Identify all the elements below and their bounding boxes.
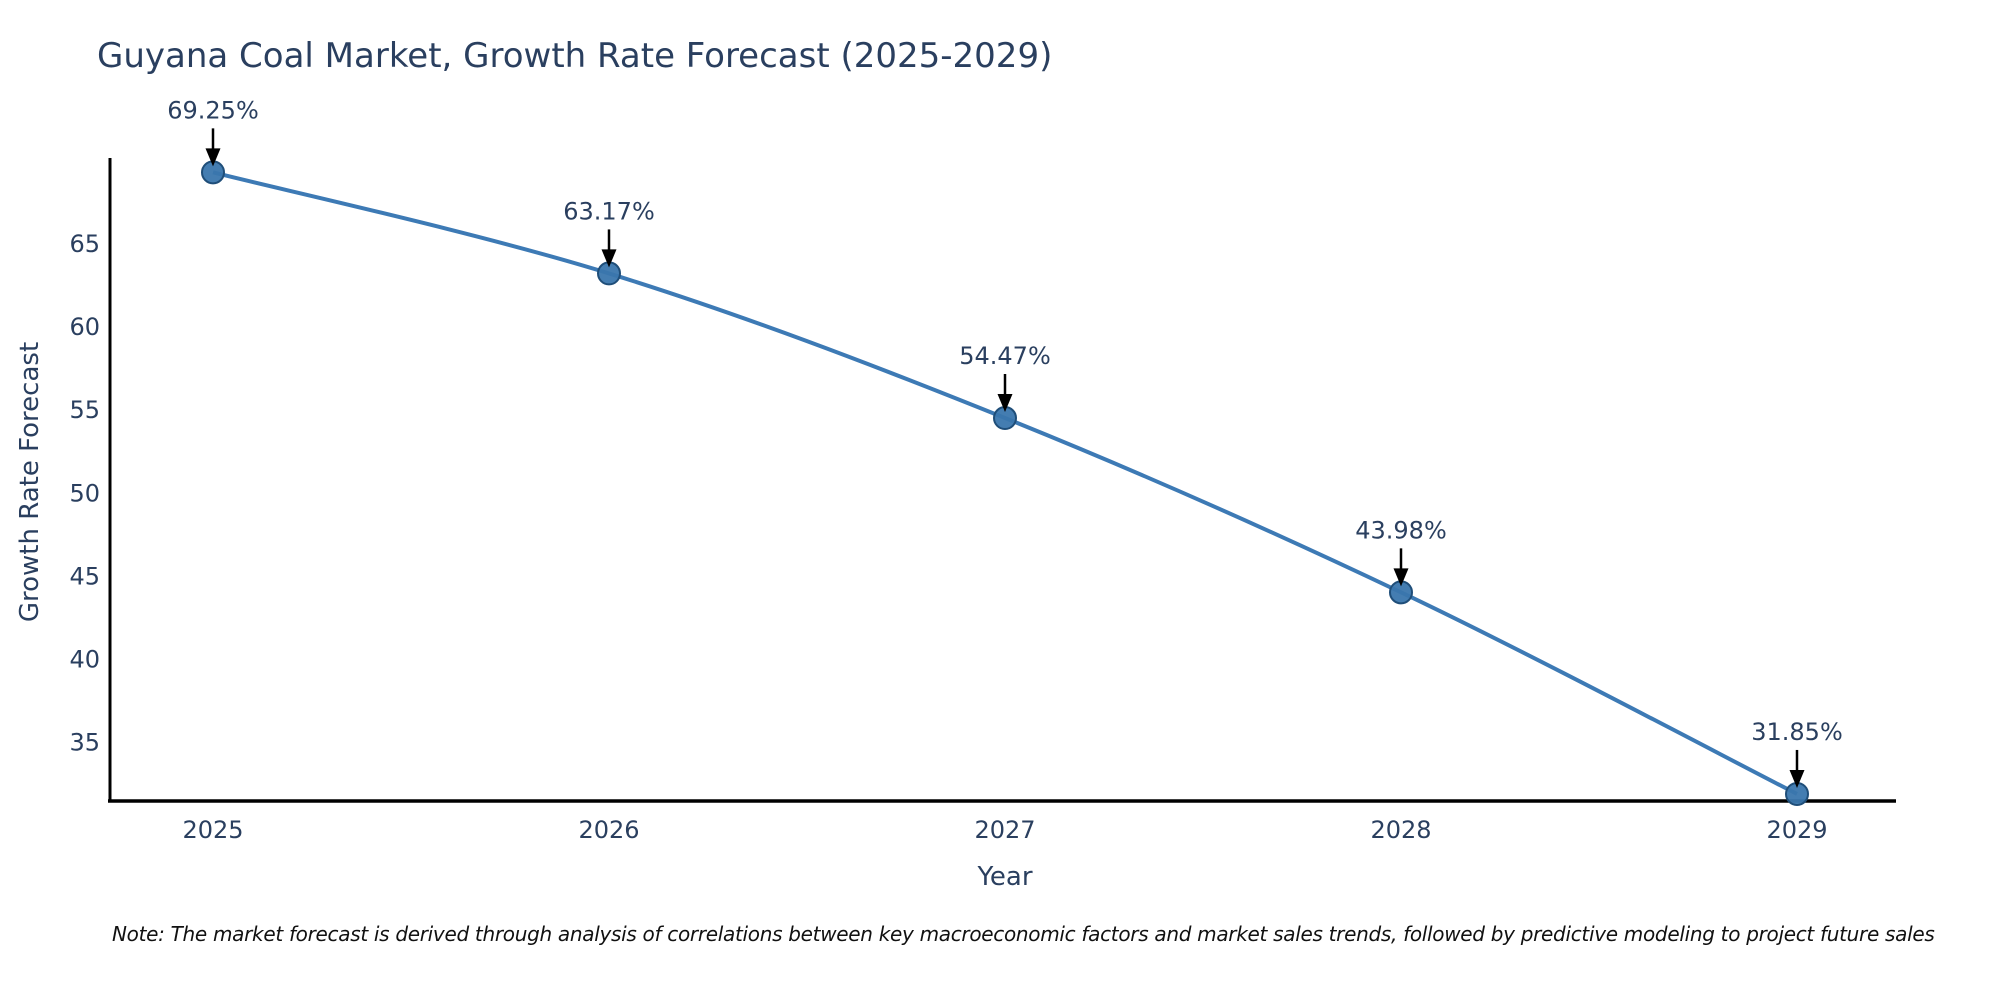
y-tick-label: 50 xyxy=(69,479,100,507)
data-point-label: 43.98% xyxy=(1355,516,1447,544)
y-tick-label: 65 xyxy=(69,230,100,258)
x-tick-label: 2028 xyxy=(1370,816,1431,844)
y-tick-label: 55 xyxy=(69,396,100,424)
annotation-arrow-head-icon xyxy=(1393,568,1409,587)
y-tick-label: 60 xyxy=(69,313,100,341)
annotation-arrow-head-icon xyxy=(205,148,221,167)
data-point-label: 63.17% xyxy=(563,197,655,225)
data-point-label: 54.47% xyxy=(959,342,1051,370)
data-point-label: 69.25% xyxy=(167,96,259,124)
y-axis-title: Growth Rate Forecast xyxy=(15,341,45,623)
chart-title: Guyana Coal Market, Growth Rate Forecast… xyxy=(97,36,1053,76)
y-tick-label: 40 xyxy=(69,646,100,674)
x-axis-title: Year xyxy=(977,862,1033,892)
data-point-label: 31.85% xyxy=(1751,718,1843,746)
annotation-arrow-head-icon xyxy=(997,394,1013,413)
x-tick-label: 2026 xyxy=(578,816,639,844)
annotation-arrow-head-icon xyxy=(601,249,617,268)
chart-footnote: Note: The market forecast is derived thr… xyxy=(112,922,1935,946)
x-tick-label: 2025 xyxy=(182,816,243,844)
forecast-line xyxy=(212,170,1798,796)
y-tick-label: 35 xyxy=(69,729,100,757)
y-tick-label: 45 xyxy=(69,562,100,590)
x-tick-label: 2029 xyxy=(1766,816,1827,844)
annotation-arrow-head-icon xyxy=(1789,769,1805,788)
x-tick-label: 2027 xyxy=(974,816,1035,844)
